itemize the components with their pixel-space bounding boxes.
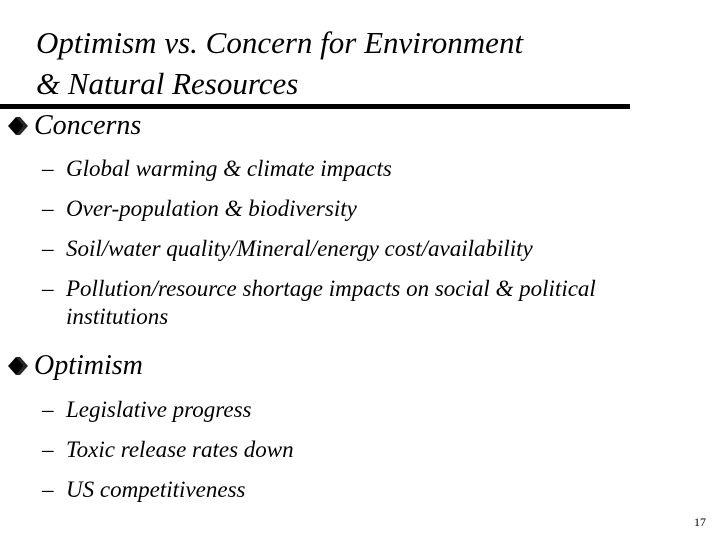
dash-marker: – bbox=[42, 196, 54, 221]
title-line-2: & Natural Resources bbox=[36, 66, 299, 101]
diamond-bullet-icon bbox=[6, 116, 32, 136]
list-item: – Legislative progress bbox=[42, 397, 252, 422]
list-item: – Over-population & biodiversity bbox=[42, 196, 357, 221]
diamond-bullet-icon bbox=[6, 356, 32, 376]
dash-marker: – bbox=[42, 437, 54, 462]
dash-marker: – bbox=[42, 397, 54, 422]
slide-title: Optimism vs. Concern for Environment & N… bbox=[36, 22, 676, 104]
list-item: – Global warming & climate impacts bbox=[42, 156, 392, 181]
page-number: 17 bbox=[694, 515, 706, 529]
list-item: – Soil/water quality/Mineral/energy cost/… bbox=[42, 236, 533, 261]
list-item: – Toxic release rates down bbox=[42, 437, 294, 462]
section-heading-optimism: Optimism bbox=[6, 350, 143, 382]
dash-marker: – bbox=[42, 276, 54, 301]
section-heading-concerns: Concerns bbox=[6, 110, 141, 142]
title-divider bbox=[0, 104, 630, 109]
title-line-1: Optimism vs. Concern for Environment bbox=[36, 25, 524, 60]
optimism-list: – Legislative progress – Toxic release rat… bbox=[42, 396, 682, 516]
dash-marker: – bbox=[42, 477, 54, 502]
list-item: – Pollution/resource shortage impacts on … bbox=[42, 276, 596, 329]
dash-marker: – bbox=[42, 156, 54, 181]
section-heading-label: Optimism bbox=[34, 350, 143, 381]
section-heading-label: Concerns bbox=[34, 110, 142, 141]
dash-marker: – bbox=[42, 236, 54, 261]
concerns-list: – Global warming & climate impacts – Over-… bbox=[42, 155, 682, 343]
list-item: – US competitiveness bbox=[42, 477, 246, 502]
